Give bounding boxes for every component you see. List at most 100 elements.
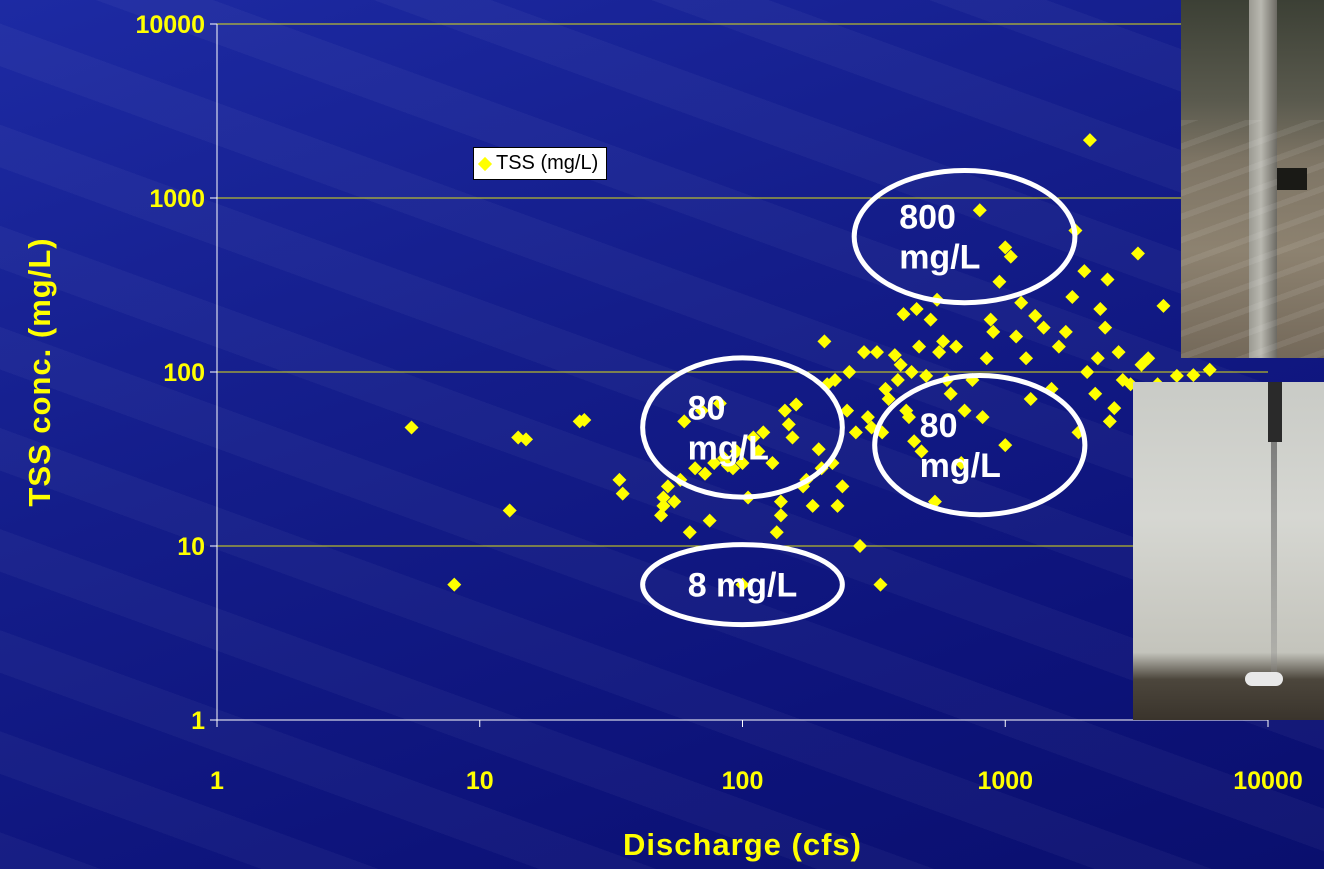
chart-legend: TSS (mg/L) xyxy=(473,147,608,180)
data-point xyxy=(1036,320,1051,335)
drain-pipe xyxy=(1268,382,1282,442)
data-point xyxy=(785,430,800,445)
annotation-label: 80 xyxy=(688,389,726,427)
data-point xyxy=(949,339,964,354)
y-tick-label: 10000 xyxy=(135,11,205,39)
y-tick-label: 100 xyxy=(163,359,205,387)
data-point xyxy=(789,397,804,412)
data-point xyxy=(404,420,419,435)
x-tick-label: 1000 xyxy=(977,767,1033,795)
data-point xyxy=(805,498,820,513)
data-point xyxy=(712,396,727,411)
data-point xyxy=(688,461,703,476)
data-point xyxy=(817,334,832,349)
data-point xyxy=(896,307,911,322)
data-point xyxy=(1100,272,1115,287)
data-point xyxy=(1156,298,1171,313)
annotation-label: mg/L xyxy=(920,447,1001,485)
data-point xyxy=(975,410,990,425)
data-point xyxy=(1080,365,1095,379)
water-stream xyxy=(1271,442,1277,672)
data-point xyxy=(502,503,517,518)
data-point xyxy=(765,455,780,470)
data-point xyxy=(735,577,750,592)
data-point xyxy=(677,414,692,429)
data-point xyxy=(856,345,871,360)
data-point xyxy=(654,508,669,523)
river-gauge-photo xyxy=(1181,0,1324,358)
data-point xyxy=(1202,362,1217,377)
data-point xyxy=(835,479,850,494)
y-axis-title: TSS conc. (mg/L) xyxy=(22,237,57,506)
data-point xyxy=(909,302,924,317)
annotation-ellipse xyxy=(640,542,845,628)
data-point xyxy=(519,432,534,447)
data-point xyxy=(1093,302,1108,317)
data-point xyxy=(777,403,792,418)
data-point xyxy=(992,274,1007,289)
annotation-label: 80 xyxy=(920,407,958,445)
data-point xyxy=(904,365,919,379)
data-point xyxy=(1028,308,1043,323)
data-point xyxy=(842,365,857,379)
data-point xyxy=(735,455,750,470)
data-point xyxy=(998,240,1013,255)
data-point xyxy=(769,525,784,540)
data-point xyxy=(667,494,682,509)
data-point xyxy=(682,525,697,540)
data-point xyxy=(860,410,875,425)
data-point xyxy=(936,334,951,349)
data-point xyxy=(1098,320,1113,335)
x-axis-title: Discharge (cfs) xyxy=(623,827,862,862)
data-point xyxy=(1130,246,1145,261)
x-tick-label: 10000 xyxy=(1233,767,1303,795)
data-point xyxy=(901,410,916,425)
annotation-ellipse xyxy=(640,355,845,500)
data-point xyxy=(957,403,972,418)
data-point xyxy=(1082,133,1097,148)
data-point xyxy=(919,368,934,383)
data-point xyxy=(954,455,969,470)
data-point xyxy=(756,425,771,440)
data-point xyxy=(881,391,896,406)
data-point xyxy=(447,577,462,592)
muddy-water-texture xyxy=(1181,120,1324,358)
x-tick-label: 10 xyxy=(466,767,494,795)
data-point xyxy=(1107,401,1122,416)
data-point xyxy=(577,412,592,427)
legend-label: TSS (mg/L) xyxy=(496,152,599,174)
data-point xyxy=(912,339,927,354)
data-point xyxy=(729,444,744,459)
data-point xyxy=(1065,289,1080,304)
data-point xyxy=(1014,295,1029,310)
annotation-label: mg/L xyxy=(688,429,769,467)
data-point xyxy=(907,434,922,449)
gauge-base xyxy=(1277,168,1307,190)
data-point xyxy=(1003,249,1018,264)
data-point xyxy=(1090,351,1105,366)
data-point xyxy=(943,386,958,401)
annotation-label: 8 mg/L xyxy=(688,567,798,605)
data-point xyxy=(702,513,717,528)
data-point xyxy=(1111,345,1126,360)
data-point xyxy=(660,479,675,494)
data-point xyxy=(828,372,843,387)
data-point xyxy=(979,351,994,366)
data-point xyxy=(694,403,709,418)
data-point xyxy=(893,357,908,372)
data-point xyxy=(914,444,929,459)
data-point xyxy=(852,539,867,553)
data-point xyxy=(725,461,740,476)
data-point xyxy=(707,455,722,470)
annotation-ellipse xyxy=(851,167,1078,306)
data-point xyxy=(751,444,766,459)
data-point xyxy=(656,490,671,505)
spout xyxy=(1245,672,1283,686)
data-point xyxy=(1169,368,1184,383)
annotation-ellipse xyxy=(872,373,1088,518)
data-point xyxy=(890,372,905,387)
x-tick-label: 100 xyxy=(722,767,764,795)
data-point xyxy=(887,348,902,363)
data-point xyxy=(869,345,884,360)
